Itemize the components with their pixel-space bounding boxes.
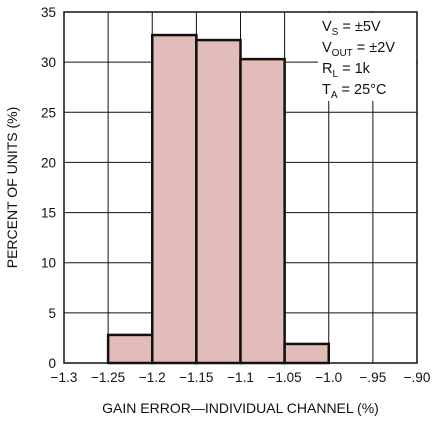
- y-tick-label: 0: [48, 356, 56, 371]
- x-axis-label: GAIN ERROR—INDIVIDUAL CHANNEL (%): [102, 400, 379, 416]
- conditions-box-background: [318, 13, 416, 101]
- y-tick-label: 15: [41, 206, 56, 221]
- x-tick-label: −.90: [404, 370, 431, 385]
- y-tick-label: 20: [41, 155, 56, 170]
- histogram-bar: [283, 342, 330, 365]
- y-tick-labels: 0 5 10 15 20 25 30 35: [41, 5, 56, 371]
- y-tick-label: 5: [48, 306, 56, 321]
- condition-line: VOUT = ±2V: [322, 40, 395, 59]
- y-tick-label: 35: [41, 5, 56, 20]
- histogram-bar: [195, 38, 242, 365]
- x-tick-label: −1.15: [179, 370, 213, 385]
- histogram-bar: [239, 57, 286, 365]
- y-tick-label: 30: [41, 55, 56, 70]
- x-tick-label: −1.3: [51, 370, 78, 385]
- x-tick-label: −1.1: [227, 370, 254, 385]
- x-tick-label: −1.0: [315, 370, 342, 385]
- x-tick-labels: −1.3 −1.25 −1.2 −1.15 −1.1 −1.05 −1.0 −.95 −.90: [51, 370, 431, 385]
- x-tick-label: −.95: [360, 370, 387, 385]
- condition-line: VS = ±5V: [322, 19, 381, 38]
- histogram-bar: [106, 333, 154, 365]
- y-axis-label: PERCENT OF UNITS (%): [4, 107, 20, 269]
- x-tick-label: −1.2: [139, 370, 166, 385]
- x-tick-label: −1.05: [268, 370, 302, 385]
- condition-line: RL = 1k: [322, 61, 371, 80]
- condition-line: TA = 25°C: [322, 82, 386, 101]
- x-tick-label: −1.25: [91, 370, 125, 385]
- test-conditions-annotation: VS = ±5V VOUT = ±2V RL = 1k TA = 25°C: [322, 19, 395, 101]
- y-tick-label: 10: [41, 256, 56, 271]
- y-tick-label: 25: [41, 105, 56, 120]
- histogram-bar: [151, 33, 198, 365]
- plot-frame: [63, 11, 418, 364]
- histogram-bars: [106, 33, 330, 365]
